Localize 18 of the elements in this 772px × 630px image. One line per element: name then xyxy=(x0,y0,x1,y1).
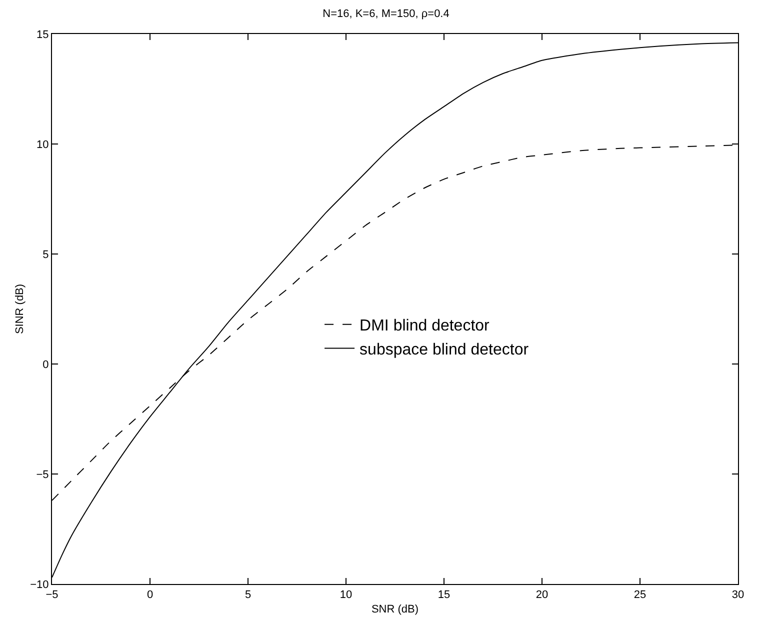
chart-title: N=16, K=6, M=150, ρ=0.4 xyxy=(322,8,450,20)
x-tick-label: 0 xyxy=(146,589,154,602)
x-tick-label: 20 xyxy=(536,589,548,602)
x-axis-title: SNR (dB) xyxy=(371,603,419,616)
legend-label: DMI blind detector xyxy=(360,318,490,335)
y-tick-label: −5 xyxy=(36,468,49,481)
y-tick-label: −10 xyxy=(30,578,49,591)
x-tick-label: 25 xyxy=(634,589,646,602)
x-tick-label: 15 xyxy=(438,589,450,602)
y-tick-label: 0 xyxy=(42,358,49,371)
legend-label: subspace blind detector xyxy=(360,341,530,358)
x-tick-label: 5 xyxy=(244,589,252,602)
x-tick-label: 30 xyxy=(732,589,744,602)
y-axis-title: SINR (dB) xyxy=(14,284,26,334)
x-tick-label: 10 xyxy=(340,589,352,602)
y-tick-label: 10 xyxy=(36,138,49,151)
y-tick-label: 5 xyxy=(42,248,49,261)
y-tick-label: 15 xyxy=(36,28,49,41)
